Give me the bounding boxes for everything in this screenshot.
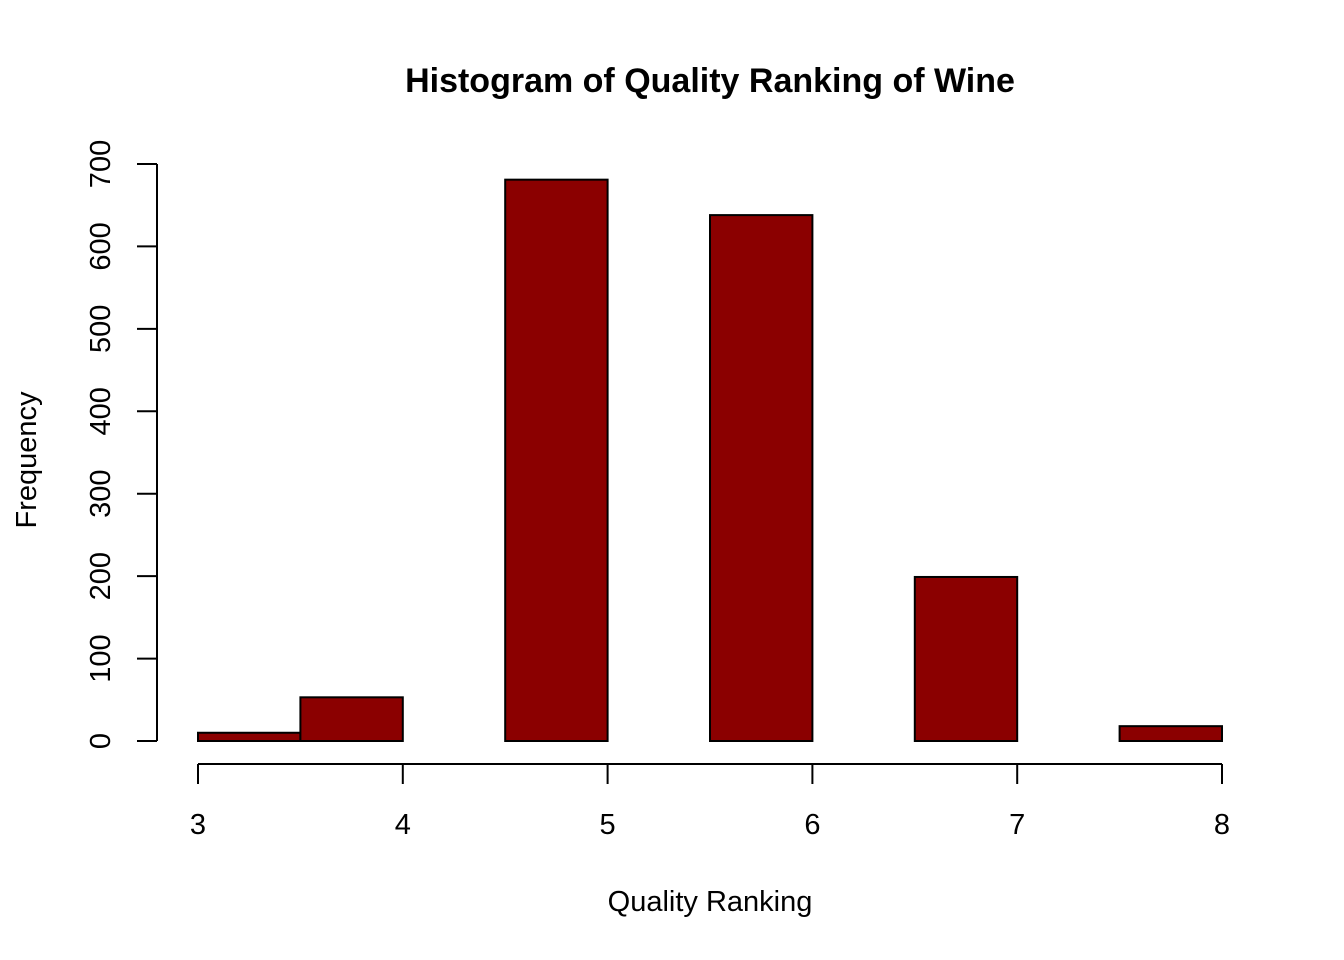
x-tick-label: 7	[1009, 809, 1025, 841]
histogram-bar	[1118, 725, 1223, 742]
x-axis-label: Quality Ranking	[608, 886, 813, 918]
y-tick-label: 600	[85, 222, 117, 270]
chart-title: Histogram of Quality Ranking of Wine	[405, 62, 1015, 100]
y-tick-label: 200	[85, 552, 117, 600]
histogram-bar	[504, 178, 609, 742]
y-tick-label: 500	[85, 305, 117, 353]
histogram-bar	[709, 214, 814, 742]
histogram-bar	[299, 696, 404, 743]
histogram-bar	[913, 575, 1019, 743]
y-tick-label: 400	[85, 387, 117, 435]
y-tick-label: 300	[85, 470, 117, 518]
y-tick-label: 700	[85, 140, 117, 188]
x-axis: 3 4 5 6 7 8	[190, 763, 1230, 841]
x-tick-label: 3	[190, 809, 206, 841]
bars-group	[197, 178, 1223, 743]
x-tick-label: 6	[804, 809, 820, 841]
x-tick-label: 8	[1214, 809, 1230, 841]
y-tick-label: 100	[85, 634, 117, 682]
y-axis: 0 100 200 300 400 500 600 700	[85, 140, 158, 749]
x-tick-label: 5	[600, 809, 616, 841]
y-tick-label: 0	[85, 733, 117, 749]
y-axis-label: Frequency	[11, 391, 43, 529]
x-tick-label: 4	[395, 809, 411, 841]
histogram-bar	[197, 731, 302, 742]
